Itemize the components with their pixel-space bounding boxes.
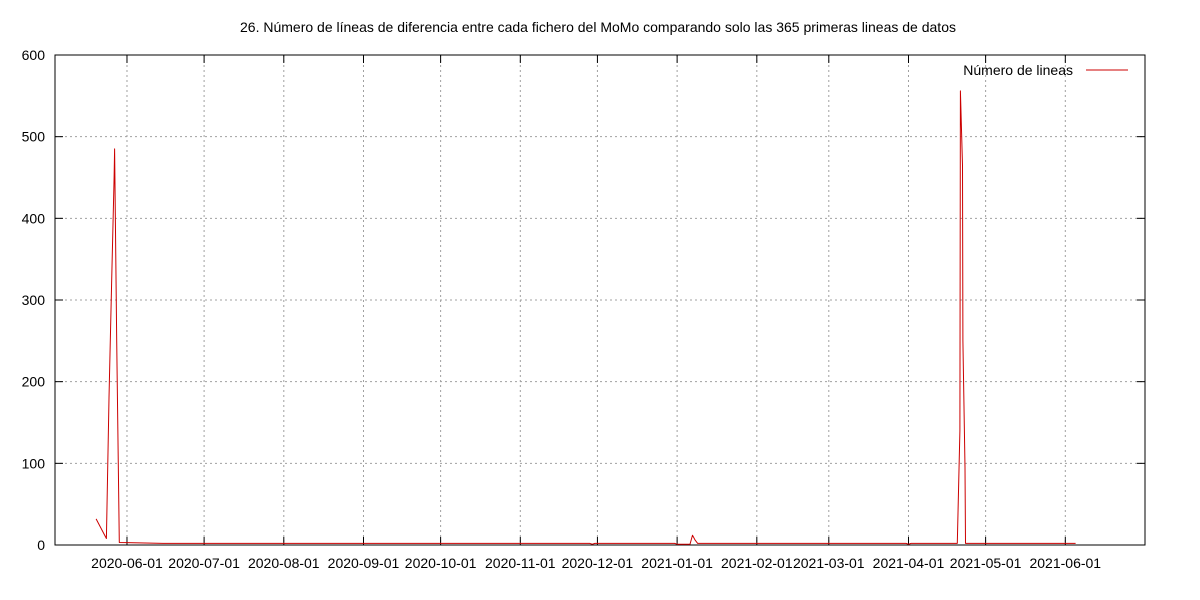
x-tick-label: 2021-02-01 xyxy=(721,555,793,571)
x-tick-label: 2020-11-01 xyxy=(485,555,556,571)
y-tick-label: 600 xyxy=(22,47,46,63)
x-tick-label: 2020-06-01 xyxy=(91,555,163,571)
x-tick-label: 2021-06-01 xyxy=(1029,555,1101,571)
x-tick-label: 2020-10-01 xyxy=(405,555,477,571)
y-tick-label: 300 xyxy=(22,292,46,308)
x-tick-label: 2020-12-01 xyxy=(562,555,634,571)
y-tick-label: 500 xyxy=(22,129,46,145)
x-tick-label: 2020-07-01 xyxy=(168,555,240,571)
y-tick-label: 200 xyxy=(22,374,46,390)
grid xyxy=(55,55,1145,545)
x-tick-label: 2021-01-01 xyxy=(641,555,713,571)
legend: Número de lineas xyxy=(963,62,1128,78)
legend-label: Número de lineas xyxy=(963,62,1073,78)
axis-ticks: 0 100 200 300 400 500 600 2020-06-01 2020-07-01 2… xyxy=(22,47,1145,571)
x-tick-label: 2021-03-01 xyxy=(793,555,865,571)
series-line xyxy=(95,90,1076,545)
y-tick-label: 400 xyxy=(22,210,46,226)
x-tick-label: 2021-05-01 xyxy=(950,555,1022,571)
y-tick-label: 0 xyxy=(37,537,45,553)
x-tick-label: 2020-08-01 xyxy=(248,555,320,571)
x-tick-label: 2021-04-01 xyxy=(873,555,945,571)
series-layer xyxy=(95,90,1076,545)
chart-title: 26. Número de líneas de diferencia entre… xyxy=(240,19,956,35)
y-tick-label: 100 xyxy=(22,455,46,471)
x-tick-label: 2020-09-01 xyxy=(328,555,400,571)
